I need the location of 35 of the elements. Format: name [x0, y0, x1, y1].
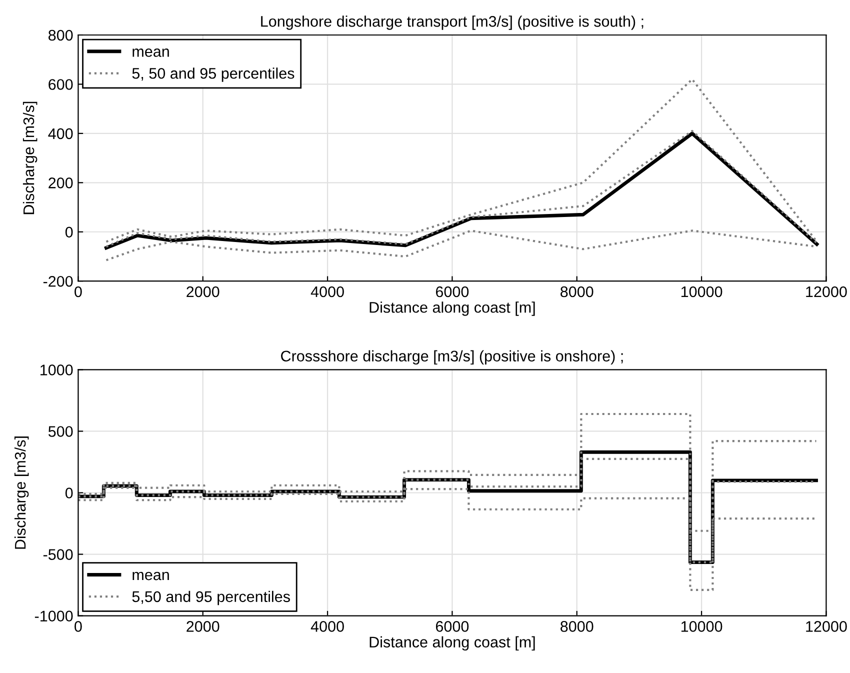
y-tick-label: 1000 [40, 364, 73, 376]
y-tick-label: 800 [48, 30, 73, 41]
x-tick-label: 4000 [310, 286, 344, 298]
x-tick-label: 10000 [681, 621, 722, 632]
x-axis-title: Distance along coast [m] [370, 636, 535, 651]
x-tick-label: 2000 [186, 286, 220, 298]
x-tick-label: 12000 [806, 286, 847, 298]
y-tick-label: 400 [48, 128, 73, 140]
x-axis-title: Distance along coast [m] [370, 302, 535, 316]
y-tick-label: 500 [48, 426, 73, 437]
x-tick-label: 10000 [681, 286, 722, 298]
y-tick-label: 600 [48, 79, 73, 90]
legend-label: mean [132, 48, 169, 57]
x-tick-label: 0 [74, 621, 82, 632]
chart-title: Crossshore discharge [m3/s] (positive is onshore) ; [281, 350, 623, 365]
x-tick-label: 8000 [560, 286, 594, 298]
y-axis-title: Discharge [m3/s] [14, 436, 29, 549]
legend-label: 5, 50 and 95 percentiles [132, 68, 294, 82]
y-axis-title: Discharge [m3/s] [22, 102, 38, 214]
y-tick-label: 0 [65, 226, 73, 238]
x-tick-label: 8000 [560, 621, 594, 632]
y-tick-label: 0 [65, 488, 73, 498]
x-tick-label: 12000 [806, 621, 847, 632]
x-tick-label: 6000 [436, 286, 469, 298]
x-tick-label: 0 [74, 286, 82, 298]
x-tick-label: 4000 [310, 621, 344, 632]
chart-title: Longshore discharge transport [m3/s] (positive is south) ; [261, 16, 644, 30]
x-tick-label: 6000 [436, 621, 469, 632]
y-tick-label: -500 [43, 549, 73, 560]
x-tick-label: 2000 [186, 621, 220, 632]
y-tick-label: -1000 [34, 610, 73, 622]
y-tick-label: 200 [48, 178, 73, 188]
legend-label: 5,50 and 95 percentiles [132, 590, 290, 606]
legend-label: mean [132, 572, 169, 580]
y-tick-label: -200 [43, 276, 73, 287]
